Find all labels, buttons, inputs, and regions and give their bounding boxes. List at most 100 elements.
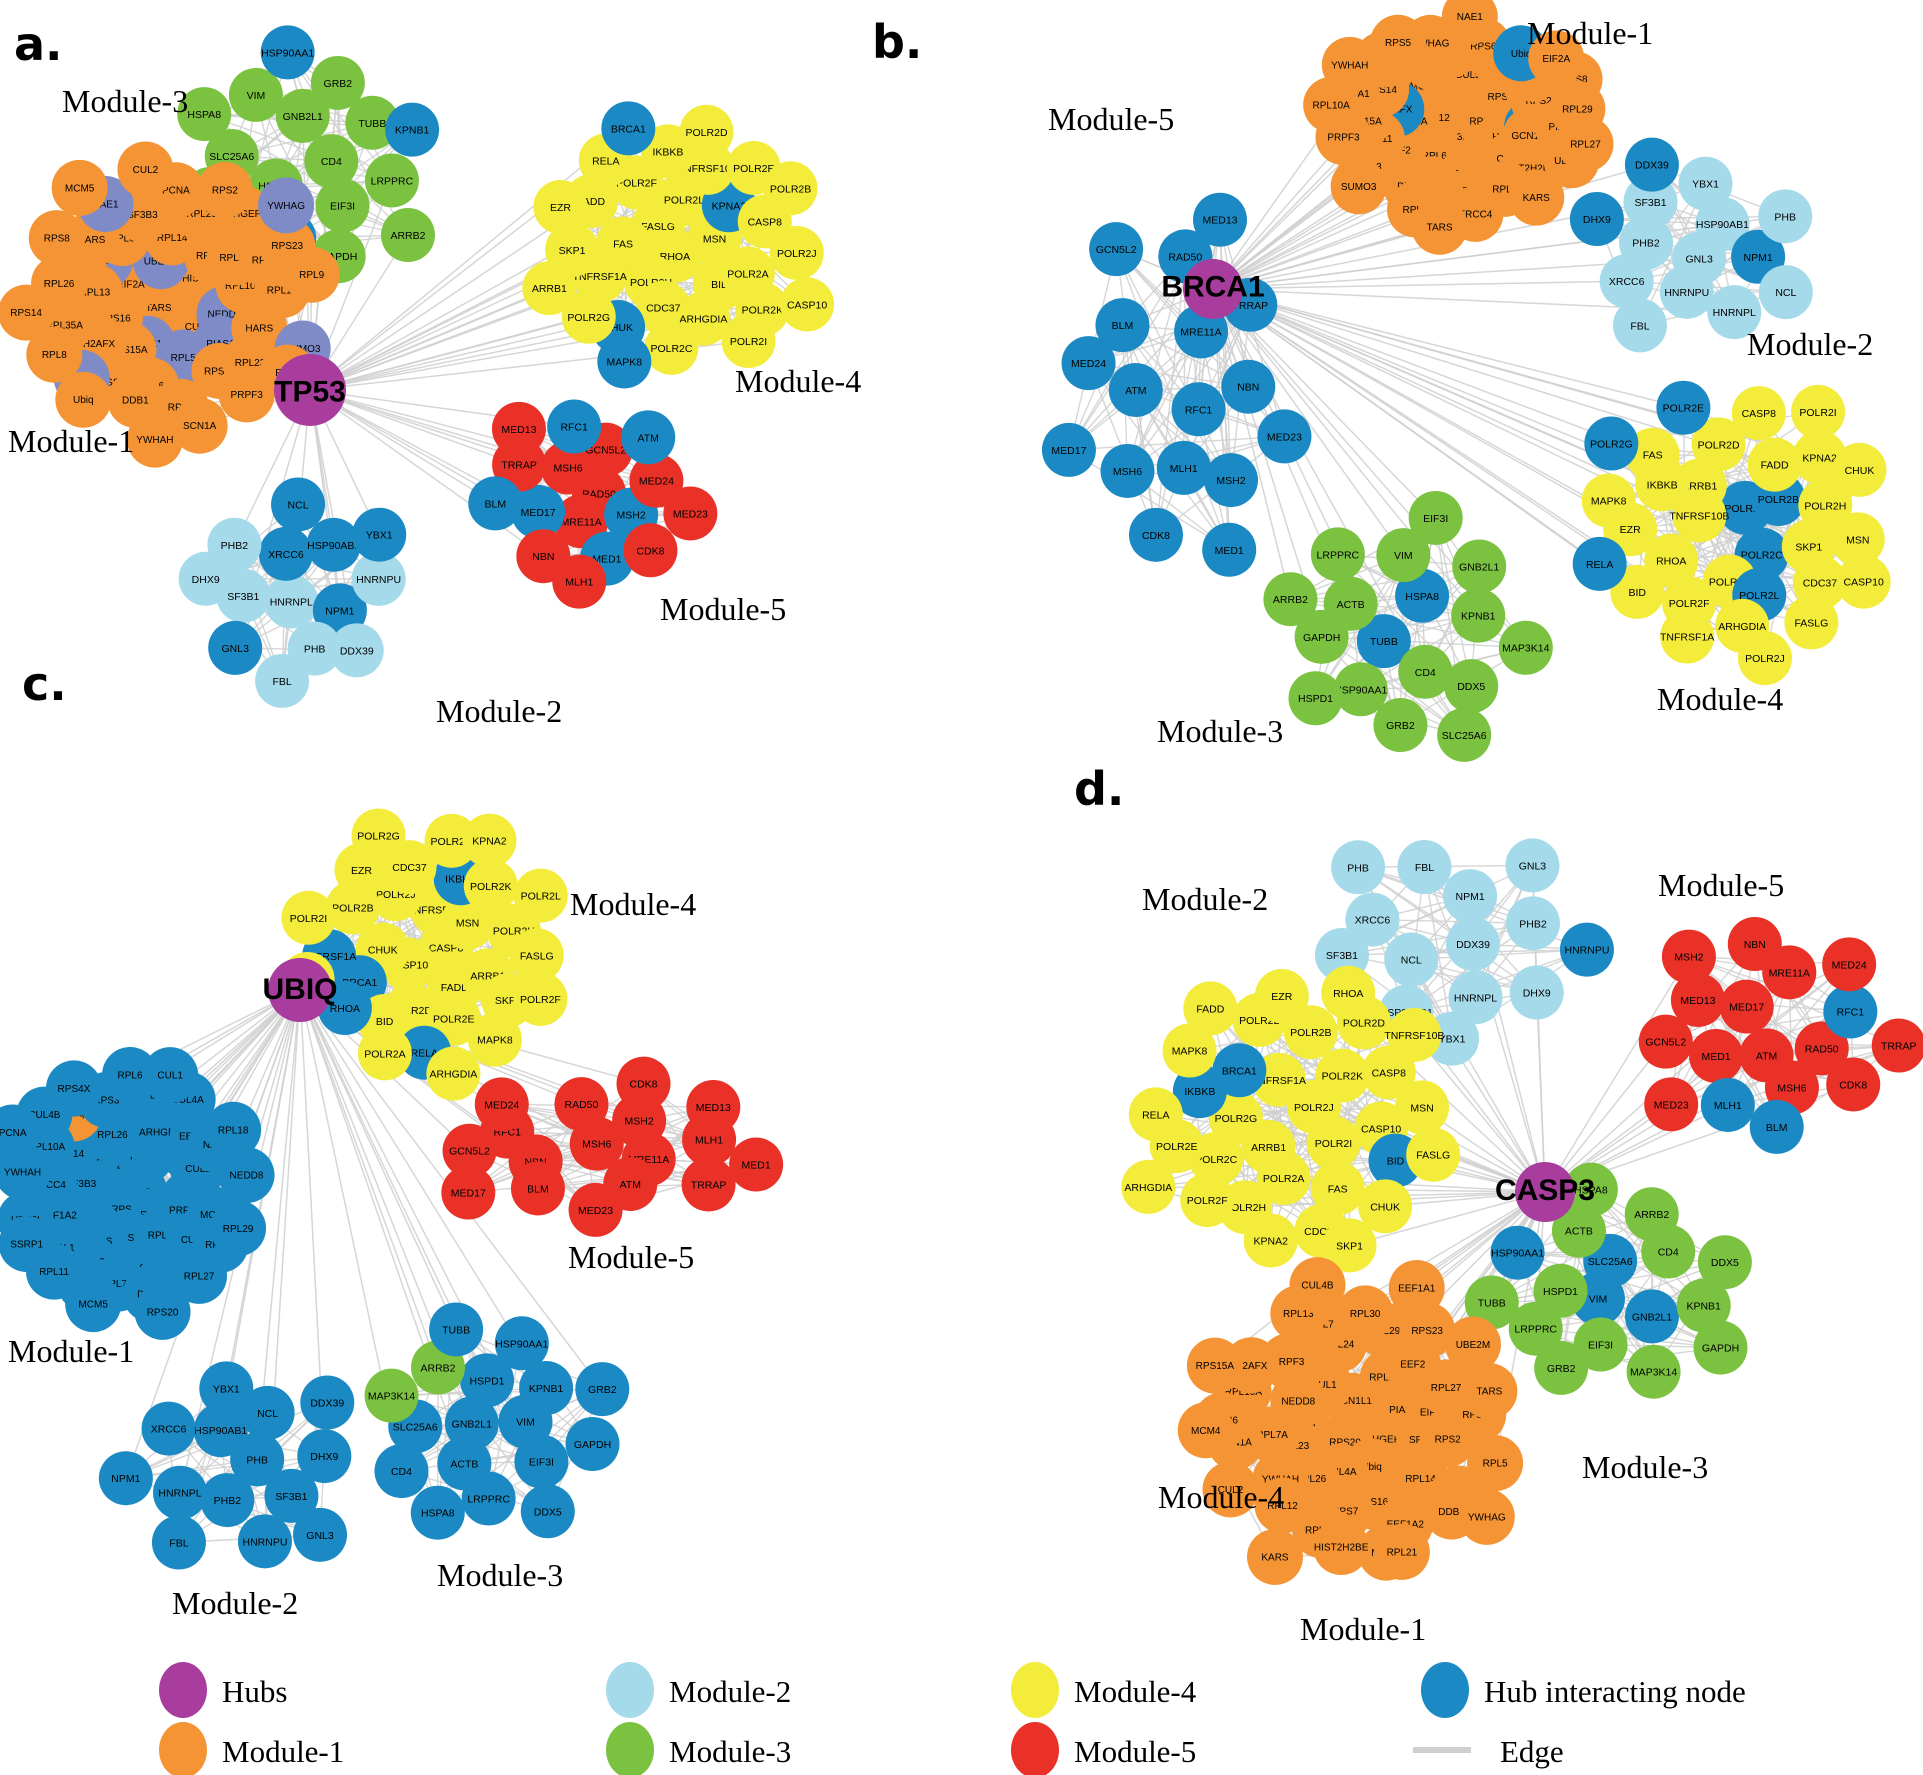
node-circle-MED1: [729, 1137, 784, 1192]
node-label-TRRAP: TRRAP: [691, 1179, 727, 1191]
node-label-RPS23: RPS23: [271, 241, 303, 252]
edge: [1126, 256, 1187, 472]
panel-b-m4-title: Module-4: [1657, 681, 1783, 717]
node-label-RPL23: RPL23: [235, 358, 266, 369]
node-GAPDH: GAPDH: [1693, 1320, 1748, 1375]
node-label-MED24: MED24: [1832, 959, 1867, 971]
node-EIF2A: EIF2A: [1528, 30, 1585, 87]
node-label-MED13: MED13: [1202, 215, 1237, 227]
node-label-RPL27: RPL27: [184, 1271, 215, 1282]
node-MED23: MED23: [568, 1182, 623, 1237]
legend-swatch-hubint: [1421, 1662, 1469, 1718]
node-label-PHB2: PHB2: [1632, 238, 1660, 250]
node-label-KARS: KARS: [78, 235, 106, 246]
hub-TP53: TP53: [274, 354, 346, 426]
node-label-CDK8: CDK8: [630, 1079, 658, 1091]
node-ARRB2: ARRB2: [1263, 572, 1318, 627]
node-circle-MAP3K14: [1498, 620, 1553, 675]
node-circle-CUL1: [142, 1047, 199, 1104]
node-RPS8: RPS8: [28, 210, 85, 267]
edge: [125, 1455, 325, 1479]
node-CD4: CD4: [304, 134, 359, 189]
node-label-RPS5: RPS5: [1385, 38, 1412, 49]
node-DDX39: DDX39: [300, 1375, 355, 1430]
node-YBX1: YBX1: [1678, 156, 1733, 211]
node-label-FASLG: FASLG: [1794, 617, 1828, 629]
hub-edge: [299, 989, 457, 1330]
node-label-POLR2F: POLR2F: [1669, 598, 1710, 610]
panel-c-m5: MSH6MRE11ANBNMSH2ATMRFC1MLH1BLMRAD50TRRA…: [441, 1056, 784, 1237]
node-circle-HNRNPL: [153, 1465, 208, 1520]
node-circle-EIF3I: [514, 1434, 569, 1489]
node-NCL: NCL: [240, 1385, 295, 1440]
node-HNRNPL: HNRNPL: [264, 574, 319, 629]
node-EIF3I: EIF3I: [514, 1434, 569, 1489]
node-label-MED1: MED1: [742, 1160, 771, 1172]
node-circle-MCM5: [51, 159, 108, 216]
node-circle-HNRNPL: [1707, 285, 1762, 340]
node-circle-MED24: [629, 453, 684, 508]
node-BLM: BLM: [468, 476, 523, 531]
node-circle-RPL27: [171, 1247, 228, 1304]
node-FASLG: FASLG: [509, 928, 564, 983]
node-XRCC6: XRCC6: [258, 526, 313, 581]
node-circle-PHB: [1758, 189, 1813, 244]
node-label-POLR2E: POLR2E: [1156, 1141, 1197, 1153]
node-label-MED1: MED1: [1215, 545, 1244, 557]
node-label-YWHAG: YWHAG: [1468, 1512, 1506, 1523]
node-label-DHX9: DHX9: [1523, 987, 1551, 999]
node-circle-HSPD1: [1288, 671, 1343, 726]
node-label-POLR2L: POLR2L: [664, 194, 704, 206]
node-NAE1: NAE1: [1441, 0, 1498, 45]
node-GRB2: GRB2: [1534, 1340, 1589, 1395]
node-label-RPS8: RPS8: [44, 234, 71, 245]
node-label-KPNB1: KPNB1: [529, 1383, 564, 1395]
node-label-RPL6: RPL6: [118, 1070, 143, 1081]
node-label-HSP90AA1: HSP90AA1: [1491, 1248, 1544, 1260]
node-GNB2L1: GNB2L1: [275, 88, 330, 143]
node-FADD: FADD: [1747, 437, 1802, 492]
node-EIF3I: EIF3I: [1408, 490, 1463, 545]
node-NPM1: NPM1: [1443, 869, 1498, 924]
node-MAPK8: MAPK8: [1581, 473, 1636, 528]
node-RPS4X: RPS4X: [45, 1060, 102, 1117]
node-circle-POLR2C: [424, 813, 479, 868]
node-circle-HSPA8: [177, 87, 232, 142]
node-circle-FBL: [151, 1515, 206, 1570]
panel-a-m5: RAD50MRE11AMSH6MSH2MED17GCN5L2MED1TRRAPM…: [468, 399, 718, 609]
node-LRPPRC: LRPPRC: [1310, 527, 1365, 582]
node-label-RPL18: RPL18: [218, 1125, 249, 1136]
node-MCM4: MCM4: [1177, 1402, 1234, 1459]
panel-c-m1: RPL7RPS6EIF2ARPL35ARPS8RPL31RPS7PIAS1YWH…: [0, 1046, 275, 1340]
node-label-EIF2A: EIF2A: [1542, 54, 1570, 65]
node-label-CDC37: CDC37: [1803, 578, 1838, 590]
node-label-MCM5: MCM5: [65, 183, 95, 194]
panel-b-m2: GNL3 PHB2 HSP90AB1 HNRNPU SF3B1 NPM1 XRCC6 YBX1…: [1569, 137, 1813, 353]
node-label-EIF3I: EIF3I: [1588, 1340, 1613, 1352]
node-circle-EZR: [533, 180, 588, 235]
node-label-ACTB: ACTB: [1337, 599, 1365, 611]
node-label-FADD: FADD: [441, 982, 469, 994]
node-circle-HSPA8: [410, 1485, 465, 1540]
node-label-HIST2H2BE: HIST2H2BE: [1502, 163, 1557, 174]
node-label-CD4: CD4: [391, 1466, 412, 1478]
node-label-CDC37: CDC37: [646, 303, 681, 315]
node-label-SKP1: SKP1: [1336, 1240, 1363, 1252]
node-circle-CASP10: [1836, 554, 1891, 609]
node-label-RHOA: RHOA: [660, 251, 690, 263]
node-label-ARHGEF4: ARHGEF4: [219, 209, 267, 220]
node-HSP90AA1: HSP90AA1: [494, 1316, 549, 1371]
node-circle-POLR2I: [721, 314, 776, 369]
node-circle-NCL: [271, 477, 326, 532]
node-label-ARHGEF4: ARHGEF4: [139, 1127, 187, 1138]
node-MAP3K14: MAP3K14: [1626, 1344, 1681, 1399]
hub-circle-BRCA1: [1183, 259, 1243, 319]
node-label-POLR2A: POLR2A: [727, 268, 768, 280]
node-circle-DDX39: [300, 1375, 355, 1430]
node-GNL3: GNL3: [208, 620, 263, 675]
hub-label-TP53: TP53: [274, 376, 346, 409]
node-label-POLR2G: POLR2G: [1590, 439, 1633, 451]
panel-b-m3-title: Module-3: [1157, 713, 1283, 749]
node-label-MED24: MED24: [484, 1099, 519, 1111]
node-circle-MED13: [491, 401, 546, 456]
